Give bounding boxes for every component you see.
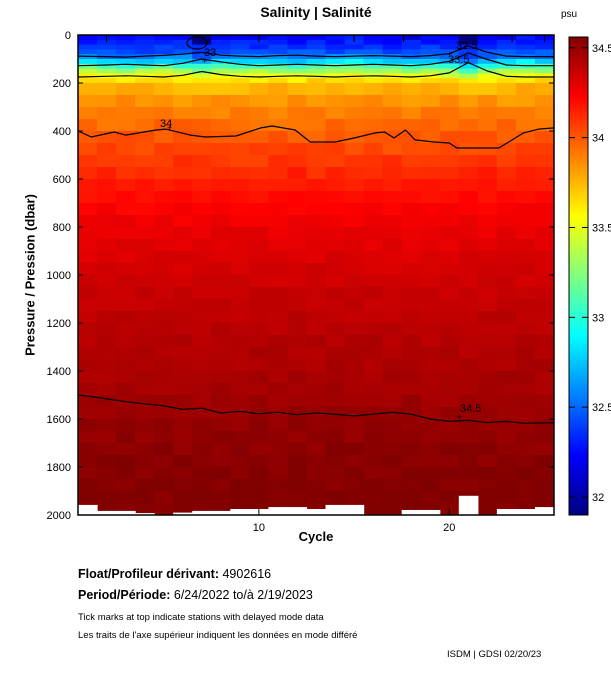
colorbar-tick-label: 34 bbox=[592, 133, 604, 145]
y-tick-label: 400 bbox=[53, 126, 71, 138]
delayed-mode-ticks bbox=[105, 35, 546, 42]
contour-line-33 bbox=[78, 52, 554, 67]
delayed-mode-note-en: Tick marks at top indicate stations with… bbox=[78, 612, 324, 623]
contour-line-33.5 bbox=[78, 62, 554, 78]
colorbar-unit-label: psu bbox=[561, 9, 578, 20]
contour-label-33.5: 33.5 bbox=[448, 54, 469, 66]
x-tick-label: 20 bbox=[443, 522, 455, 534]
colorbar-tick-label: 33 bbox=[592, 312, 604, 324]
y-tick-label: 0 bbox=[65, 30, 71, 42]
chart-title: Salinity | Salinité bbox=[260, 4, 372, 20]
contour-label-anchor: + bbox=[457, 412, 462, 422]
x-axis-label: Cycle bbox=[298, 529, 334, 544]
contour-lines bbox=[78, 36, 554, 424]
isdm-gdsi-branding: ISDM | GDSI 02/20/23 bbox=[447, 649, 542, 660]
period-label: Period/Période: bbox=[78, 588, 171, 602]
contour-label-anchor: + bbox=[167, 123, 172, 133]
y-tick-label: 1400 bbox=[47, 366, 71, 378]
colorbar-tick-label: 32.5 bbox=[592, 402, 611, 414]
contour-label-32.5: 32.5 bbox=[456, 40, 477, 52]
float-id-value: 4902616 bbox=[219, 567, 272, 581]
contour-label-34: 34 bbox=[160, 118, 172, 130]
y-tick-label: 1800 bbox=[47, 462, 71, 474]
contour-line-34 bbox=[78, 125, 554, 149]
float-id-line: Float/Profileur dérivant: 4902616 bbox=[78, 567, 271, 581]
heatmap-cells bbox=[78, 35, 554, 515]
period-value: 6/24/2022 to/à 2/19/2023 bbox=[170, 588, 313, 602]
y-axis-ticks: 0 200 400 600 800 1000 1200 1400 1600 1800 2000 bbox=[47, 30, 554, 522]
contour-line-34.5 bbox=[78, 394, 554, 424]
y-tick-label: 1000 bbox=[47, 270, 71, 282]
contour-label-anchor: + bbox=[447, 49, 452, 59]
float-id-label: Float/Profileur dérivant: bbox=[78, 567, 219, 581]
x-tick-label: 10 bbox=[253, 522, 265, 534]
x-axis-ticks: 10 20 bbox=[253, 509, 455, 534]
y-tick-label: 2000 bbox=[47, 510, 71, 522]
y-tick-label: 1200 bbox=[47, 318, 71, 330]
contour-label-anchor: + bbox=[202, 56, 207, 66]
colorbar-tick-label: 34.5 bbox=[592, 43, 611, 55]
y-tick-label: 1600 bbox=[47, 414, 71, 426]
delayed-mode-note-fr: Les traits de l'axe supérieur indiquent … bbox=[78, 630, 358, 641]
y-tick-label: 200 bbox=[53, 78, 71, 90]
closed-contour bbox=[186, 36, 208, 50]
colorbar-tick-label: 33.5 bbox=[592, 222, 611, 234]
contour-line-32.5 bbox=[78, 45, 554, 58]
contour-label-33: 33 bbox=[204, 47, 216, 59]
colorbar-ticks: 34.5 34 33.5 33 32.5 32 bbox=[569, 43, 611, 504]
period-line: Period/Période: 6/24/2022 to/à 2/19/2023 bbox=[78, 588, 313, 602]
y-tick-label: 800 bbox=[53, 222, 71, 234]
contour-label-34.5: 34.5 bbox=[460, 403, 481, 415]
colorbar-tick-label: 32 bbox=[592, 492, 604, 504]
y-tick-label: 600 bbox=[53, 174, 71, 186]
colorbar bbox=[568, 36, 589, 516]
